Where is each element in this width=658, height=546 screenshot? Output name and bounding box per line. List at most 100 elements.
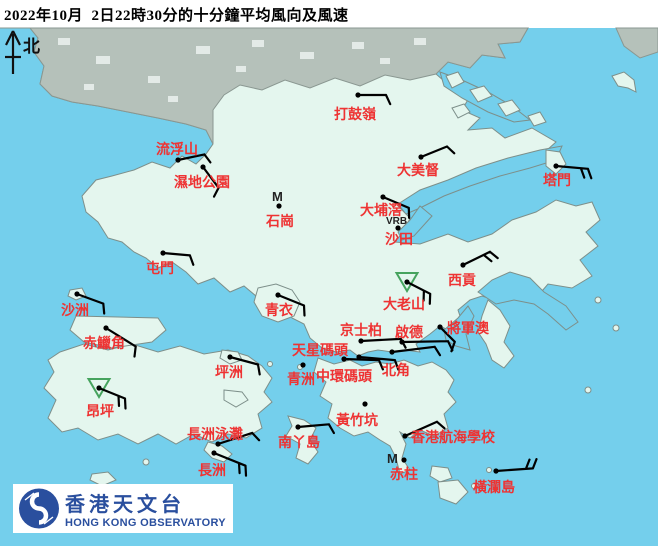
station-label: 長洲泳灘 bbox=[187, 426, 243, 443]
station-cheung-chau-beach[interactable]: 長洲泳灘 bbox=[187, 426, 261, 447]
water-inlets bbox=[397, 71, 579, 351]
page-title: 2022年10月 2日22時30分的十分鐘平均風向及風速 bbox=[4, 8, 349, 24]
station-dot-icon[interactable] bbox=[395, 225, 401, 231]
station-dot-icon[interactable] bbox=[227, 354, 233, 360]
hko-logo: 香港天文台 HONG KONG OBSERVATORY bbox=[13, 484, 233, 533]
station-label: 沙田 bbox=[385, 232, 413, 248]
station-green-island[interactable]: 青洲 bbox=[287, 362, 315, 388]
station-lau-fau-shan[interactable]: 流浮山 bbox=[156, 141, 212, 164]
wind-barb-icon bbox=[75, 292, 106, 315]
wind-barb-icon bbox=[390, 345, 442, 357]
station-kai-tak[interactable]: 啟德 bbox=[395, 324, 454, 352]
upper-station-triangle-icon bbox=[86, 378, 112, 399]
station-dot-icon[interactable] bbox=[211, 450, 217, 456]
station-dot-icon[interactable] bbox=[362, 401, 368, 407]
station-dot-icon[interactable] bbox=[402, 433, 408, 439]
station-dot-icon[interactable] bbox=[74, 291, 80, 297]
station-ta-kwu-ling[interactable]: 打鼓嶺 bbox=[334, 92, 392, 123]
station-dot-icon[interactable] bbox=[341, 356, 347, 362]
station-tai-po-kau[interactable]: 大埔滘 bbox=[360, 194, 411, 219]
station-dot-icon[interactable] bbox=[399, 339, 405, 345]
station-dot-icon[interactable] bbox=[460, 262, 466, 268]
station-label: 中環碼頭 bbox=[316, 368, 373, 385]
station-shek-kong[interactable]: M 石崗 bbox=[265, 189, 294, 230]
station-tuen-mun[interactable]: 屯門 bbox=[146, 250, 195, 277]
station-peng-chau[interactable]: 坪洲 bbox=[215, 354, 261, 381]
station-label: 大埔滘 bbox=[360, 202, 402, 219]
station-dot-icon[interactable] bbox=[401, 457, 407, 463]
wind-barb-icon bbox=[212, 451, 248, 477]
station-dot-icon[interactable] bbox=[404, 279, 410, 285]
station-star-ferry-pier[interactable]: 天星碼頭 bbox=[292, 343, 400, 371]
station-dot-icon[interactable] bbox=[380, 194, 386, 200]
station-waglan-island[interactable]: 橫瀾島 bbox=[473, 458, 538, 496]
station-dot-icon[interactable] bbox=[276, 203, 282, 209]
hko-logo-chinese-name: 香港天文台 bbox=[65, 494, 185, 516]
station-north-point[interactable]: 北角 bbox=[382, 345, 442, 379]
station-wong-chuk-hang[interactable]: 黃竹坑 bbox=[335, 401, 378, 429]
station-label: 昂坪 bbox=[86, 404, 114, 420]
station-dot-icon[interactable] bbox=[493, 468, 499, 474]
station-dot-icon[interactable] bbox=[553, 163, 559, 169]
station-dot-icon[interactable] bbox=[275, 292, 281, 298]
station-label: 長洲 bbox=[198, 463, 226, 479]
station-label: 將軍澳 bbox=[447, 320, 490, 337]
station-tai-mei-tuk[interactable]: 大美督 bbox=[397, 145, 456, 180]
station-label: 南丫島 bbox=[278, 434, 320, 451]
station-dot-icon[interactable] bbox=[356, 354, 362, 360]
station-label: 屯門 bbox=[146, 260, 174, 277]
wind-barb-icon bbox=[356, 93, 392, 106]
station-dot-icon[interactable] bbox=[300, 362, 306, 368]
station-dot-icon[interactable] bbox=[160, 250, 166, 256]
station-dot-icon[interactable] bbox=[295, 424, 301, 430]
station-label: 大美督 bbox=[397, 162, 439, 179]
station-aux-marker: VRB bbox=[386, 216, 407, 227]
station-dot-icon[interactable] bbox=[215, 441, 221, 447]
station-dot-icon[interactable] bbox=[389, 349, 395, 355]
station-label: 青洲 bbox=[287, 371, 315, 388]
station-tseung-kwan-o[interactable]: 將軍澳 bbox=[437, 320, 490, 353]
station-dot-icon[interactable] bbox=[437, 324, 443, 330]
station-label: 啟德 bbox=[395, 324, 423, 341]
station-label: 天星碼頭 bbox=[292, 343, 349, 359]
station-dot-icon[interactable] bbox=[175, 157, 181, 163]
station-tap-mun[interactable]: 塔門 bbox=[543, 163, 593, 189]
station-chek-lap-kok[interactable]: 赤鱲角 bbox=[83, 325, 137, 358]
station-dot-icon[interactable] bbox=[103, 325, 109, 331]
station-wetland-park[interactable]: 濕地公園 bbox=[174, 164, 230, 198]
station-dot-icon[interactable] bbox=[355, 92, 361, 98]
wind-barb-icon bbox=[276, 293, 306, 317]
station-label: 香港航海學校 bbox=[410, 429, 496, 446]
station-dot-icon[interactable] bbox=[96, 385, 102, 391]
station-cheung-chau[interactable]: 長洲 bbox=[198, 450, 248, 479]
station-lamma-island[interactable]: 南丫島 bbox=[278, 423, 335, 451]
wind-barb-icon bbox=[461, 250, 499, 267]
hko-logo-english-name: HONG KONG OBSERVATORY bbox=[65, 517, 226, 529]
station-label: 赤鱲角 bbox=[83, 335, 125, 352]
station-label: 打鼓嶺 bbox=[334, 106, 377, 123]
wind-barb-icon bbox=[176, 153, 212, 164]
station-stanley[interactable]: M赤柱 bbox=[387, 451, 418, 483]
station-ngong-ping[interactable]: 昂坪 bbox=[86, 378, 127, 420]
wind-barb-icon bbox=[342, 357, 384, 371]
station-tates-cairn[interactable]: 大老山 bbox=[383, 272, 432, 313]
station-sai-kung[interactable]: 西貢 bbox=[448, 250, 499, 289]
station-tsing-yi[interactable]: 青衣 bbox=[265, 292, 306, 319]
station-label: 黃竹坑 bbox=[335, 412, 378, 429]
wind-barb-icon bbox=[381, 195, 411, 219]
station-sha-chau[interactable]: 沙洲 bbox=[61, 291, 106, 319]
station-hk-sea-school[interactable]: 香港航海學校 bbox=[402, 420, 496, 446]
upper-station-triangle-icon bbox=[394, 272, 420, 293]
station-dot-icon[interactable] bbox=[358, 338, 364, 344]
station-dot-icon[interactable] bbox=[200, 164, 206, 170]
station-label: 濕地公園 bbox=[174, 174, 230, 191]
station-dot-icon[interactable] bbox=[418, 154, 424, 160]
station-sha-tin[interactable]: VRB 沙田 bbox=[385, 216, 413, 248]
station-central-pier[interactable]: 中環碼頭 bbox=[316, 356, 384, 385]
wind-barb-icon bbox=[216, 431, 261, 446]
station-label: 京士柏 bbox=[340, 322, 382, 339]
wind-barb-icon bbox=[419, 145, 456, 159]
station-label: 赤柱 bbox=[390, 466, 418, 483]
